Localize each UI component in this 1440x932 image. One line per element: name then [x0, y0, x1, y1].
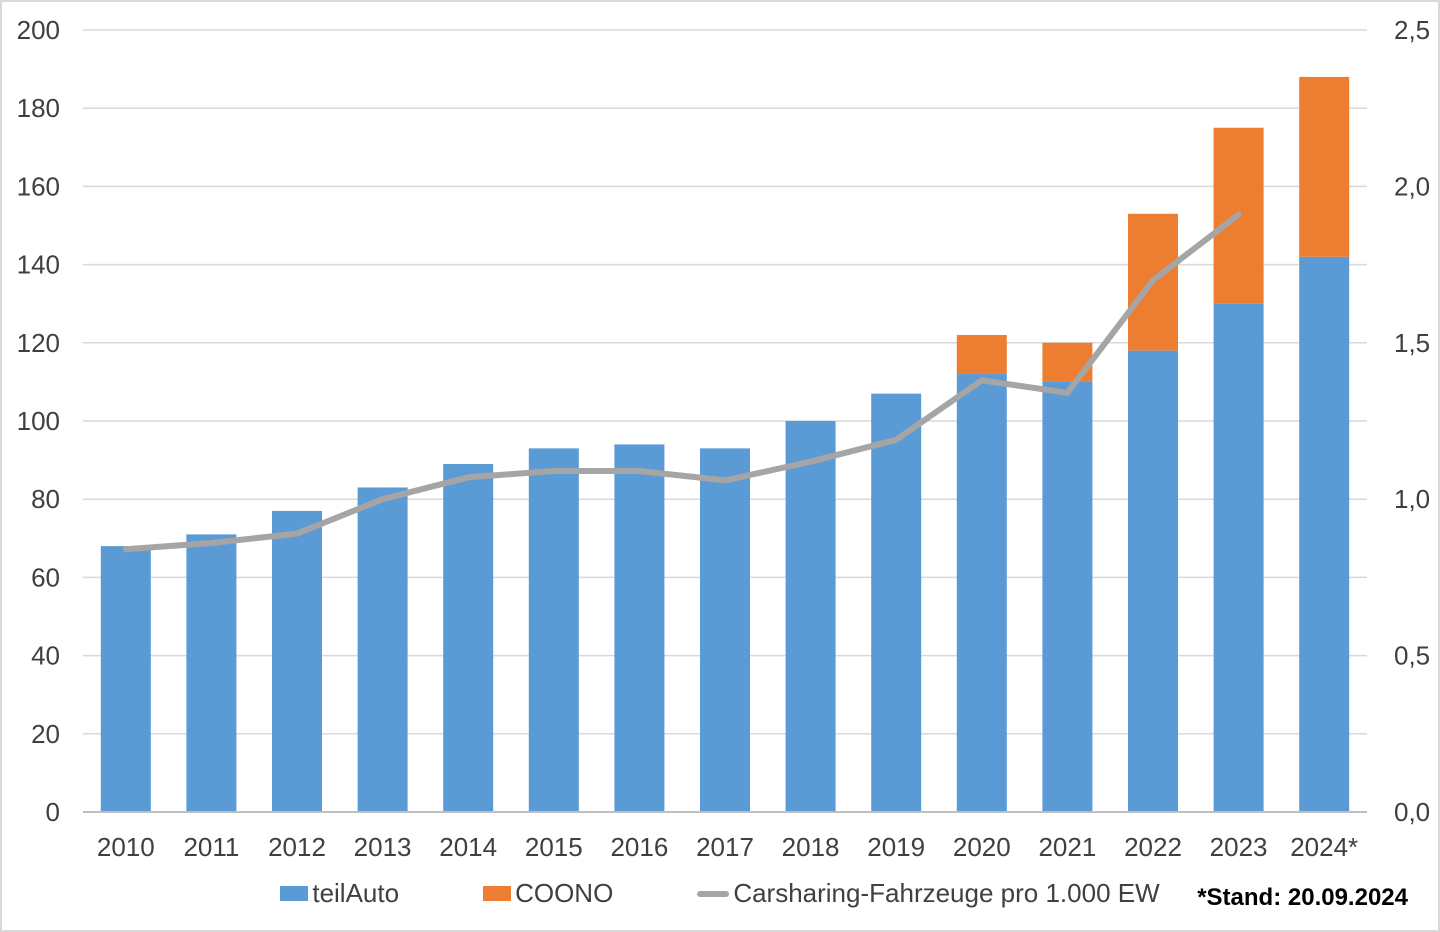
x-axis-label: 2014	[439, 832, 497, 862]
bar-teilauto-2023	[1213, 303, 1264, 812]
bar-teilauto-2013	[357, 487, 408, 812]
legend-item-trend-line: Carsharing-Fahrzeuge pro 1.000 EW	[697, 878, 1160, 909]
bar-teilauto-2014	[443, 464, 494, 812]
legend-label-coono: COONO	[515, 878, 614, 908]
legend-label-trend-line: Carsharing-Fahrzeuge pro 1.000 EW	[733, 878, 1160, 908]
right-axis-label: 2,5	[1394, 15, 1430, 45]
bar-teilauto-2015	[528, 448, 579, 812]
right-axis-label: 0,0	[1394, 797, 1430, 827]
x-axis-label: 2022	[1124, 832, 1182, 862]
carsharing-combo-chart: 0 20 40 60 80 100 120 140 160 180 200 0,0 0,5 1,0 1,5 2…	[17, 15, 1431, 862]
x-axis-label: 2011	[183, 832, 239, 862]
bar-teilauto-2011	[186, 534, 237, 812]
left-axis-label: 60	[31, 562, 60, 592]
x-axis-label: 2012	[268, 832, 326, 862]
bar-coono-2020	[956, 334, 1007, 375]
x-axis-label: 2018	[782, 832, 840, 862]
bar-teilauto-2010	[100, 546, 151, 812]
left-axis-label: 140	[17, 250, 60, 280]
x-axis-label: 2021	[1038, 832, 1096, 862]
x-axis-label: 2017	[696, 832, 754, 862]
x-axis-label: 2019	[867, 832, 925, 862]
bar-teilauto-2018	[785, 421, 836, 812]
trend-line	[122, 211, 1242, 553]
bar-coono-2021	[1042, 342, 1093, 382]
bar-coono-2024	[1299, 76, 1350, 257]
right-axis-label: 1,5	[1394, 328, 1430, 358]
legend-item-teilauto: teilAuto	[280, 878, 399, 909]
left-axis-label: 200	[17, 15, 60, 45]
teilauto-bar-swatch-icon	[280, 886, 309, 901]
chart-footer: teilAuto COONO Carsharing-Fahrzeuge pro …	[2, 878, 1438, 922]
x-axis-label: 2020	[953, 832, 1011, 862]
left-axis-label: 80	[31, 484, 60, 514]
right-axis-label: 2,0	[1394, 171, 1430, 201]
left-axis-label: 0	[46, 797, 60, 827]
coono-bar-swatch-icon	[483, 886, 512, 901]
legend-label-teilauto: teilAuto	[312, 878, 400, 908]
right-axis-label: 0,5	[1394, 641, 1430, 671]
right-axis-label: 1,0	[1394, 484, 1430, 514]
bar-teilauto-2021	[1042, 381, 1093, 812]
x-axis-label: 2013	[354, 832, 412, 862]
left-axis-label: 100	[17, 406, 60, 436]
x-axis-label: 2023	[1210, 832, 1268, 862]
bar-teilauto-2017	[700, 448, 750, 812]
left-axis-label: 40	[31, 641, 60, 671]
left-axis-label: 160	[17, 171, 60, 201]
x-axis-label: 2015	[525, 832, 583, 862]
x-axis-label: 2024*	[1290, 832, 1358, 862]
trend-line-swatch-icon	[697, 890, 730, 897]
bar-teilauto-2020	[956, 374, 1007, 812]
x-axis-label: 2016	[610, 832, 668, 862]
left-axis-label: 20	[31, 719, 60, 749]
left-axis-label: 180	[17, 93, 60, 123]
bar-teilauto-2016	[614, 444, 665, 812]
x-axis-label: 2010	[97, 832, 155, 862]
chart-legend: teilAuto COONO Carsharing-Fahrzeuge pro …	[2, 878, 1438, 909]
bar-teilauto-2019	[871, 393, 922, 812]
footnote: *Stand: 20.09.2024	[1197, 884, 1408, 911]
legend-item-coono: COONO	[483, 878, 613, 909]
left-axis-label: 120	[17, 328, 60, 358]
bar-teilauto-2024	[1299, 256, 1350, 812]
bar-teilauto-2022	[1128, 350, 1178, 812]
bar-teilauto-2012	[272, 510, 322, 812]
